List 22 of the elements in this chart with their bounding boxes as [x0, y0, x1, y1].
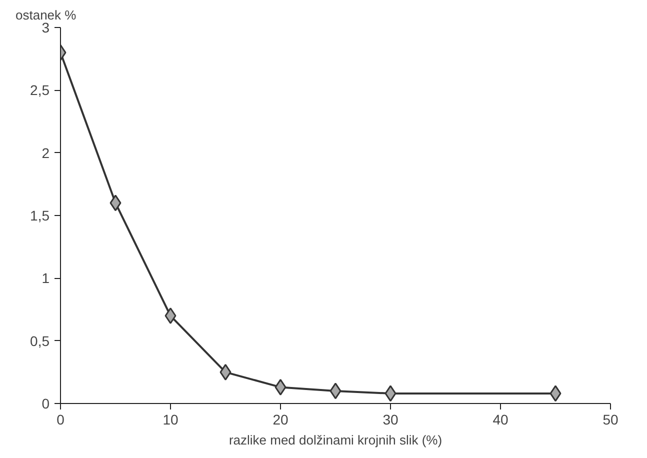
point	[110, 194, 122, 212]
x-tick-label: 0	[56, 412, 65, 428]
point	[164, 308, 176, 324]
y-tick-label: 2,5	[30, 82, 50, 98]
y-tick-label: 0	[42, 396, 50, 412]
point	[384, 385, 396, 402]
y-tick-label: 0,5	[30, 332, 50, 349]
point	[274, 378, 286, 396]
y-tick-label: 1	[42, 270, 50, 286]
point	[330, 382, 342, 400]
y-tick-label: 3	[42, 20, 50, 36]
y-tick-label: 1,5	[30, 208, 50, 224]
point	[220, 364, 232, 380]
x-tick-label: 40	[492, 412, 508, 428]
x-tick-label: 30	[382, 412, 398, 428]
x-axis-title: razlike med dolžinami krojnih slik (%)	[228, 432, 442, 448]
x-tick-label: 50	[602, 412, 618, 428]
y-tick-label: 2	[42, 144, 50, 161]
x-tick-label: 10	[162, 412, 178, 428]
point	[550, 385, 562, 402]
y-axis-title: ostanek %	[16, 8, 77, 22]
x-tick-label: 20	[272, 412, 288, 428]
